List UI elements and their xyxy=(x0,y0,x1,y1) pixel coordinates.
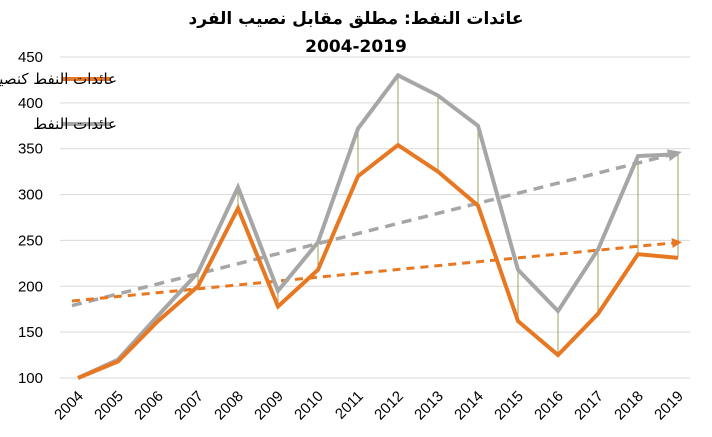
y-tick-label: 250 xyxy=(18,232,43,249)
trend-line-per-capita xyxy=(71,238,682,303)
chart-title: عائدات النفط: مطلق مقابل نصيب الفرد xyxy=(189,9,524,29)
x-tick-label: 2015 xyxy=(491,388,527,424)
y-tick-label: 100 xyxy=(18,370,43,387)
x-tick-label: 2018 xyxy=(611,388,647,424)
x-tick-label: 2011 xyxy=(332,388,367,423)
x-tick-label: 2013 xyxy=(411,388,447,424)
x-tick-label: 2016 xyxy=(531,388,567,424)
x-tick-label: 2017 xyxy=(571,388,607,424)
y-tick-label: 450 xyxy=(18,49,43,66)
y-tick-label: 350 xyxy=(18,141,43,158)
chart-subtitle: 2004-2019 xyxy=(305,37,407,57)
series-lines xyxy=(77,72,679,380)
x-tick-label: 2005 xyxy=(91,388,127,424)
x-tick-label: 2012 xyxy=(371,388,407,424)
trend-lines xyxy=(71,149,682,308)
legend-label-total: عائدات النفط xyxy=(33,115,117,133)
y-tick-label: 200 xyxy=(18,278,43,295)
series-line-total xyxy=(77,72,679,380)
legend-label-per-capita: عائدات النفط كنصيب الفرد xyxy=(0,70,117,88)
legend: عائدات النفط كنصيب الفرد عائدات النفط xyxy=(0,70,117,133)
x-tick-label: 2006 xyxy=(131,388,167,424)
trend-line-total xyxy=(71,149,682,308)
y-tick-label: 150 xyxy=(18,324,43,341)
y-tick-label: 400 xyxy=(18,95,43,112)
series-line-per-capita xyxy=(77,142,679,380)
x-tick-label: 2009 xyxy=(251,388,287,424)
x-tick-label: 2019 xyxy=(651,388,687,424)
x-tick-label: 2008 xyxy=(211,388,247,424)
x-tick-label: 2010 xyxy=(291,388,327,424)
x-axis: 2004 2005 2006 2007 2008 2009 2010 2011 2012 2013… xyxy=(51,388,687,424)
y-axis: 100 150 200 250 300 350 400 450 xyxy=(18,49,43,387)
x-tick-label: 2014 xyxy=(451,388,487,424)
x-tick-label: 2007 xyxy=(171,388,207,424)
y-tick-label: 300 xyxy=(18,187,43,204)
x-tick-label: 2004 xyxy=(51,388,87,424)
gridlines xyxy=(60,56,690,379)
